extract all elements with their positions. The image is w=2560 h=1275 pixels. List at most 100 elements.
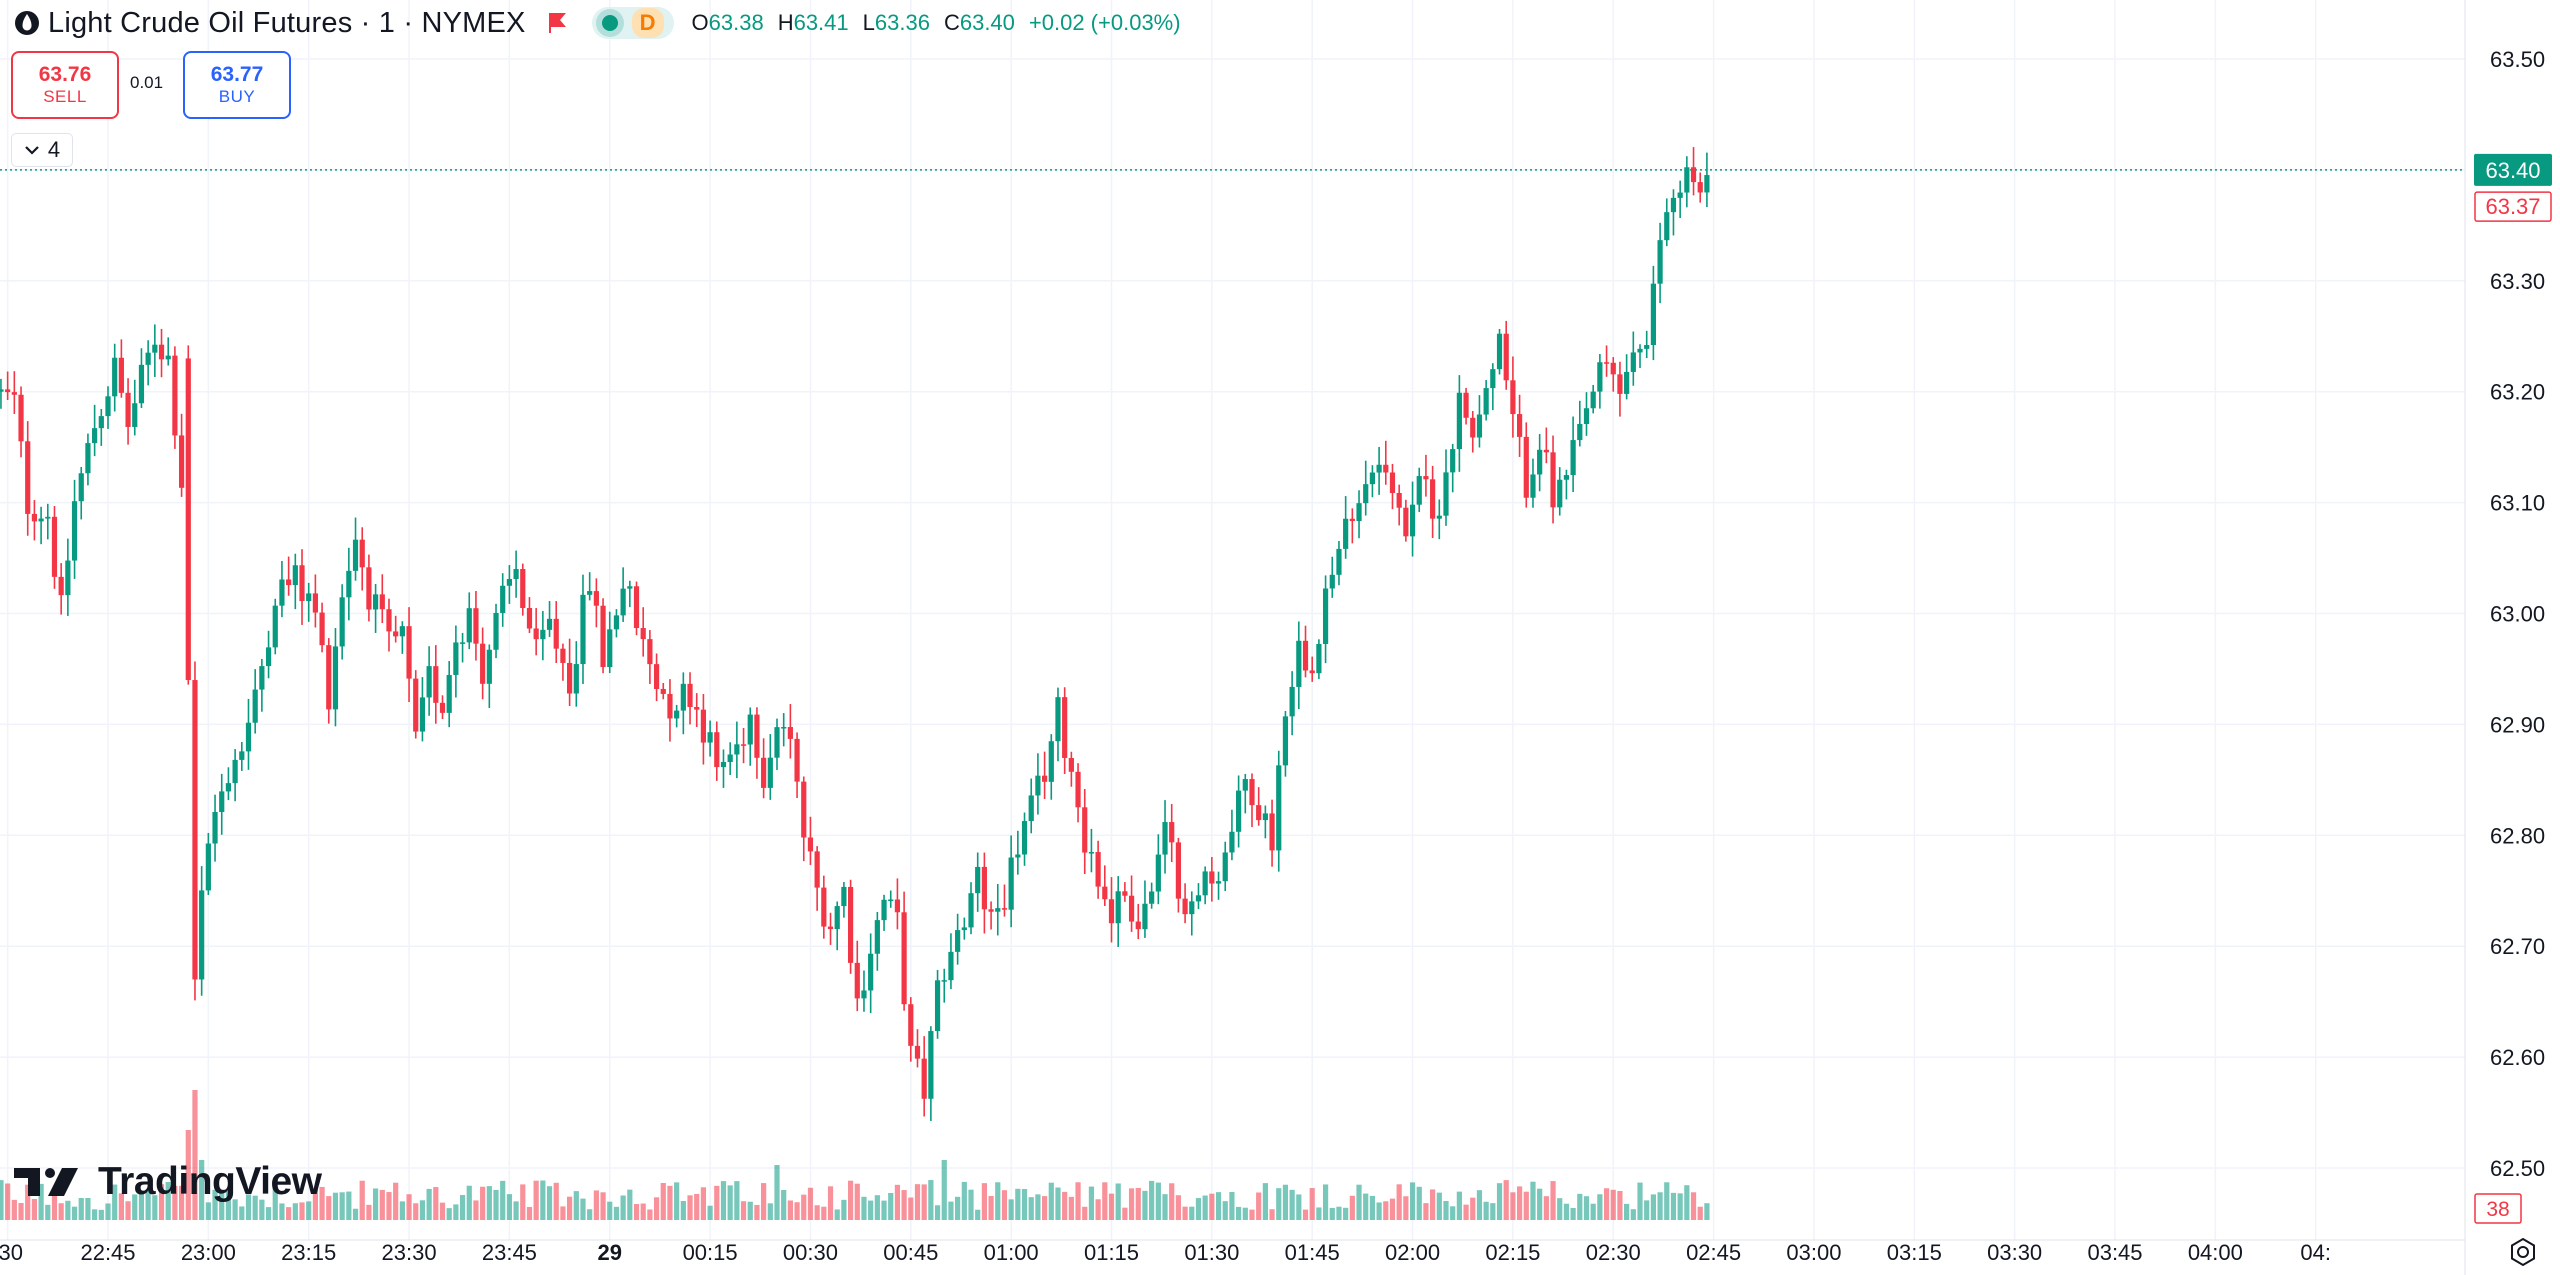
candle-body [1570,440,1576,476]
volume-bar [11,1199,17,1220]
volume-bar [888,1192,894,1220]
indicators-count: 4 [47,137,61,162]
volume-bar [580,1198,586,1220]
delayed-badge: D [631,8,664,38]
volume-bar [981,1183,987,1220]
candle-body [259,666,265,690]
price-axis[interactable]: 63.50 63.40 63.30 63.20 63.10 63.00 62.90 62.80… [2474,47,2552,1224]
volume-bar [854,1183,860,1220]
volume-bar [727,1185,733,1220]
candle-body [1537,449,1543,475]
volume-bar [600,1192,606,1220]
volume-bar [473,1200,479,1220]
candle-body [426,666,432,698]
candle-body [232,759,238,784]
volume-bar [1510,1192,1516,1220]
settings-icon[interactable] [2508,1237,2538,1267]
volume-bar [1590,1203,1596,1220]
sell-price: 63.76 [38,63,92,86]
volume-bar [225,1189,232,1220]
volume-bar [1644,1200,1650,1220]
volume-bar [279,1203,285,1220]
candle-body [1236,790,1242,832]
candle-body [1557,479,1563,508]
candle-body [593,591,599,606]
buy-button[interactable]: 63.77 BUY [183,51,291,119]
candle-body [734,744,740,755]
volume-bar [446,1208,452,1220]
candle-body [787,727,793,739]
volume-bar [546,1186,553,1220]
volume-bar [1570,1207,1576,1220]
candle-body [1142,903,1148,930]
time-tick-label: 02:45 [1686,1240,1741,1265]
volume-bars [0,1090,1710,1220]
volume-bar [653,1197,660,1220]
candle-body [653,664,660,689]
time-tick-label: 03:00 [1786,1240,1841,1265]
volume-bar [613,1206,620,1220]
candle-body [1175,842,1181,899]
market-status-pill[interactable]: D [591,7,674,39]
volume-bar [814,1205,820,1220]
candle-body [265,647,272,667]
candle-body [707,732,713,743]
volume-bar [1430,1189,1436,1220]
volume-bar [1021,1188,1028,1220]
candle-body [1215,881,1222,884]
volume-bar [1349,1195,1355,1220]
candle-body [847,886,854,963]
volume-bar [1657,1192,1663,1220]
volume-bar [774,1165,780,1220]
volume-bar [1242,1207,1248,1220]
volume-bar [359,1180,365,1220]
volume-bar [680,1200,686,1220]
indicators-toggle[interactable]: 4 [11,133,73,167]
candle-body [105,396,111,417]
volume-bar [1396,1184,1402,1220]
candle-body [199,890,205,980]
candle-body [1082,807,1088,853]
tradingview-logo-icon [14,1168,78,1196]
candle-body [1610,362,1616,375]
time-tick-label: 03:45 [2087,1240,2142,1265]
flag-icon[interactable] [548,12,568,34]
candle-body [1550,452,1556,508]
volume-bar [165,1181,171,1220]
candle-body [1430,479,1436,519]
oil-drop-icon [15,11,39,35]
candle-body [1403,507,1409,537]
candle-body [1249,779,1255,806]
candle-body [1617,374,1623,394]
candle-body [18,394,24,442]
candle-body [1436,515,1442,519]
candle-body [567,662,573,694]
volume-bar [934,1205,941,1220]
candle-body [373,594,379,610]
candle-body [908,1004,914,1046]
candle-body [92,428,98,444]
candle-body [546,618,553,630]
candle-body [687,683,693,707]
time-axis[interactable]: :30 22:45 23:00 23:15 23:30 23:45 29 00:15 00:30… [0,1240,2331,1265]
symbol-title[interactable]: Light Crude Oil Futures · 1 · NYMEX [48,6,526,39]
volume-bar [1276,1188,1282,1220]
volume-bar [1369,1195,1376,1220]
volume-bar [1470,1197,1476,1220]
volume-bar [158,1184,165,1220]
candle-body [560,648,566,663]
time-tick-label: 04: [2300,1240,2331,1265]
chevron-down-icon [25,146,39,155]
volume-bar [1603,1188,1610,1220]
volume-bar [245,1194,252,1220]
candle-body [827,926,834,930]
sell-button[interactable]: 63.76 SELL [11,51,119,119]
candle-body [112,357,118,397]
candle-body [1155,854,1161,892]
volume-bar [1135,1187,1141,1220]
tradingview-logo[interactable]: TradingView [14,1160,322,1204]
volume-bar [1343,1207,1349,1220]
volume-bar [1664,1182,1670,1220]
candle-body [245,722,252,752]
